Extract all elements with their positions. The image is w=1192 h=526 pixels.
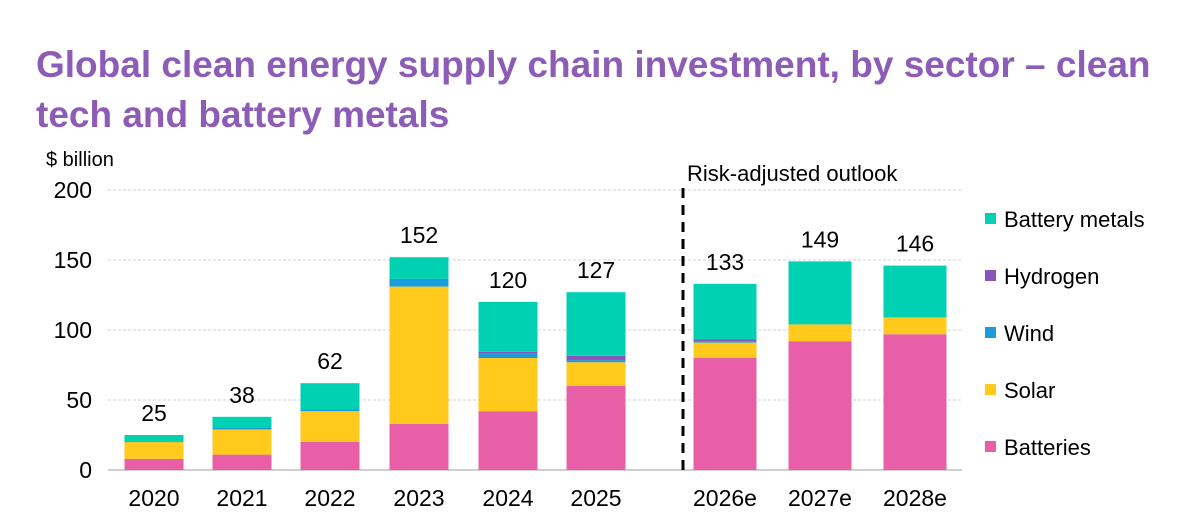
y-tick-label: 200 [54, 177, 92, 203]
bar-segment-battery-metals [124, 435, 184, 442]
bar-segment-solar [788, 324, 852, 342]
total-label: 25 [141, 400, 167, 426]
legend-label: Wind [1004, 321, 1054, 346]
x-tick-label: 2023 [393, 485, 444, 511]
bar-segment-solar [693, 342, 757, 358]
bar-segment-battery-metals [788, 261, 852, 325]
total-label: 127 [577, 257, 615, 283]
bar-segment-battery-metals [478, 302, 538, 352]
bar-segment-batteries [300, 442, 360, 470]
bar-segment-batteries [124, 458, 184, 470]
bar-segment-battery-metals [212, 416, 272, 428]
bar-segment-solar [389, 286, 449, 424]
bar-segment-wind [300, 409, 360, 412]
x-tick-label: 2027e [788, 485, 852, 511]
bar-segment-hydrogen [478, 351, 538, 354]
annotation-label: Risk-adjusted outlook [687, 161, 898, 186]
chart-title: Global clean energy supply chain investm… [36, 44, 1151, 135]
x-tick-label: 2024 [482, 485, 533, 511]
total-label: 146 [896, 231, 934, 257]
legend-label: Solar [1004, 378, 1055, 403]
bar-segment-solar [883, 317, 947, 335]
bar-segment-batteries [212, 454, 272, 470]
y-tick-label: 0 [79, 457, 92, 483]
bar-segment-solar [212, 429, 272, 455]
legend-label: Battery metals [1004, 207, 1145, 232]
bar-segment-batteries [693, 358, 757, 470]
bar-segment-hydrogen [389, 278, 449, 280]
bar-segment-hydrogen [693, 339, 757, 342]
x-tick-label: 2021 [216, 485, 267, 511]
bar-segment-wind [478, 353, 538, 358]
bar-segment-solar [478, 358, 538, 412]
bar-segment-battery-metals [883, 265, 947, 318]
total-label: 38 [229, 382, 255, 408]
bar-segment-wind [212, 428, 272, 430]
legend-swatch [985, 441, 996, 452]
y-tick-label: 50 [66, 387, 92, 413]
bar-segment-batteries [566, 386, 626, 470]
bar-segment-solar [124, 442, 184, 459]
bar-segment-battery-metals [300, 383, 360, 410]
total-label: 133 [706, 249, 744, 275]
total-label: 152 [400, 222, 438, 248]
x-tick-label: 2022 [304, 485, 355, 511]
legend-swatch [985, 270, 996, 281]
legend-swatch [985, 327, 996, 338]
bar-segment-wind [124, 441, 184, 443]
bar-segment-wind [693, 341, 757, 343]
y-tick-label: 150 [54, 247, 92, 273]
bar-segment-wind [566, 360, 626, 363]
y-tick-label: 100 [54, 317, 92, 343]
bar-segment-batteries [389, 423, 449, 470]
x-tick-label: 2020 [128, 485, 179, 511]
total-label: 62 [317, 348, 343, 374]
y-axis-label: $ billion [46, 149, 114, 171]
bar-segment-wind [389, 279, 449, 287]
bar-segment-solar [566, 362, 626, 386]
legend-swatch [985, 213, 996, 224]
bar-segment-solar [300, 411, 360, 442]
legend-swatch [985, 384, 996, 395]
bar-segment-batteries [478, 411, 538, 470]
total-label: 120 [489, 267, 527, 293]
x-tick-label: 2026e [693, 485, 757, 511]
bar-segment-batteries [788, 341, 852, 470]
bar-segment-batteries [883, 334, 947, 470]
bar-segment-battery-metals [389, 257, 449, 279]
bar-segment-battery-metals [566, 292, 626, 356]
x-tick-label: 2025 [570, 485, 621, 511]
legend-label: Batteries [1004, 435, 1091, 460]
legend-label: Hydrogen [1004, 264, 1099, 289]
total-label: 149 [801, 226, 839, 252]
x-tick-label: 2028e [883, 485, 947, 511]
bar-segment-battery-metals [693, 283, 757, 340]
bar-segment-hydrogen [566, 355, 626, 361]
